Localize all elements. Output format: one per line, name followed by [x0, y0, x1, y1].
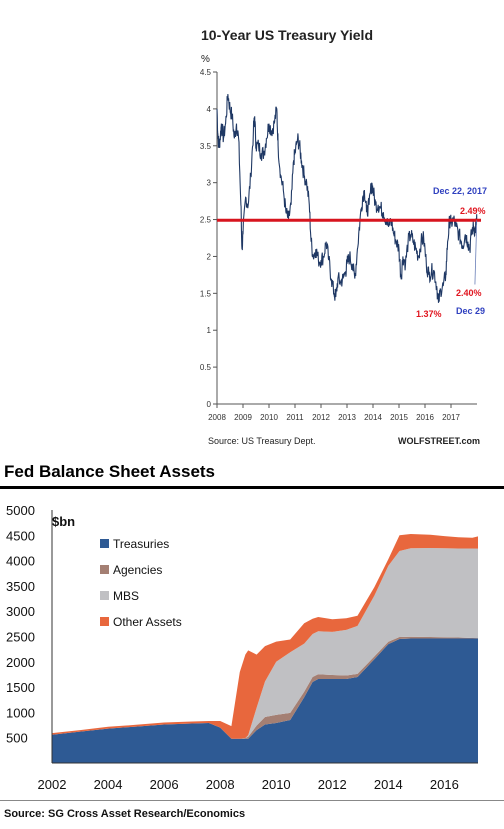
chart-2-x-tick-label: 2014: [374, 777, 403, 792]
chart-1-x-tick-label: 2012: [312, 413, 330, 422]
chart-1-source: Source: US Treasury Dept.: [208, 436, 316, 446]
chart-2-x-tick-label: 2006: [150, 777, 179, 792]
legend-label: Agencies: [113, 563, 162, 577]
chart-1-x-tick-label: 2017: [442, 413, 460, 422]
chart-2-y-tick-label: 2500: [6, 630, 35, 645]
chart-1-yield-line: [216, 94, 478, 303]
chart-2-y-tick-label: 1000: [6, 705, 35, 720]
chart-2-y-tick-label: 500: [6, 731, 28, 746]
chart-2-x-tick-label: 2008: [206, 777, 235, 792]
chart-1-y-tick-label: 0.5: [200, 363, 212, 372]
chart-2-y-tick-label: 1500: [6, 680, 35, 695]
chart-1-annotation: 2.40%: [456, 288, 482, 298]
chart-2-y-tick-label: 5000: [6, 503, 35, 518]
chart-2-bottom-rule: [0, 800, 504, 801]
chart-2-x-tick-label: 2010: [262, 777, 291, 792]
chart-1-annotation: Dec 22, 2017: [433, 186, 487, 196]
chart-1-dec29-pointer: [474, 220, 478, 285]
chart-2-x-tick-label: 2004: [94, 777, 123, 792]
chart-1-y-tick-label: 4: [207, 105, 212, 114]
chart-1-y-tick-label: 1: [207, 326, 212, 335]
chart-1-x-tick-label: 2011: [286, 413, 304, 422]
chart-1-x-tick-label: 2016: [416, 413, 434, 422]
chart-1-y-tick-label: 2.5: [200, 216, 212, 225]
legend-swatch: [100, 591, 109, 600]
legend-swatch: [100, 565, 109, 574]
chart-1-y-tick-label: 3: [207, 179, 212, 188]
chart-1-x-tick-label: 2013: [338, 413, 356, 422]
chart-2-y-tick-label: 3500: [6, 579, 35, 594]
legend-swatch: [100, 539, 109, 548]
area-treasuries: [52, 638, 478, 763]
chart-1-credit: WOLFSTREET.com: [398, 436, 480, 446]
chart-1-x-tick-label: 2014: [364, 413, 382, 422]
chart-2-y-tick-label: 4000: [6, 554, 35, 569]
chart-2-y-tick-label: 3000: [6, 604, 35, 619]
chart-1-annotation: Dec 29: [456, 306, 485, 316]
legend-label: Treasuries: [113, 537, 169, 551]
chart-1-y-tick-label: 1.5: [200, 289, 212, 298]
legend-label: MBS: [113, 589, 139, 603]
fed-balance-sheet-chart: $bn 500 1000 1500 2000 2500 3000 3500 4000 4500 5…: [6, 503, 478, 792]
chart-1-x-tick-label: 2009: [234, 413, 252, 422]
chart-2-x-tick-label: 2012: [318, 777, 347, 792]
chart-1-annotation: 1.37%: [416, 309, 442, 319]
chart-1-x-tick-label: 2010: [260, 413, 278, 422]
chart-1-title: 10-Year US Treasury Yield: [201, 27, 373, 43]
chart-1-y-tick-label: 3.5: [200, 142, 212, 151]
chart-1-y-tick-label: 2: [207, 252, 212, 261]
chart-2-x-tick-label: 2016: [430, 777, 459, 792]
chart-1-y-tick-label: 0: [207, 400, 212, 409]
chart-1-x-tick-label: 2008: [208, 413, 226, 422]
legend-swatch: [100, 617, 109, 626]
chart-1-x-tick-label: 2015: [390, 413, 408, 422]
chart-2-y-unit-label: $bn: [52, 514, 75, 529]
legend-label: Other Assets: [113, 615, 182, 629]
chart-1-annotation: 2.49%: [460, 206, 486, 216]
chart-2-y-tick-label: 2000: [6, 655, 35, 670]
area-mbs: [52, 548, 478, 739]
chart-2-title-rule: [0, 486, 504, 489]
chart-1-background: [188, 8, 500, 452]
treasury-yield-chart: 10-Year US Treasury Yield % 0 0.5 1 1.5 2 2.5…: [188, 8, 500, 452]
chart-1-y-tick-label: 4.5: [200, 68, 212, 77]
chart-2-y-tick-label: 4500: [6, 528, 35, 543]
chart-2-x-tick-label: 2002: [38, 777, 67, 792]
chart-1-y-unit-label: %: [201, 54, 210, 65]
chart-2-title: Fed Balance Sheet Assets: [4, 462, 216, 481]
area-agencies: [52, 636, 478, 739]
chart-2-source: Source: SG Cross Asset Research/Economic…: [4, 808, 246, 820]
